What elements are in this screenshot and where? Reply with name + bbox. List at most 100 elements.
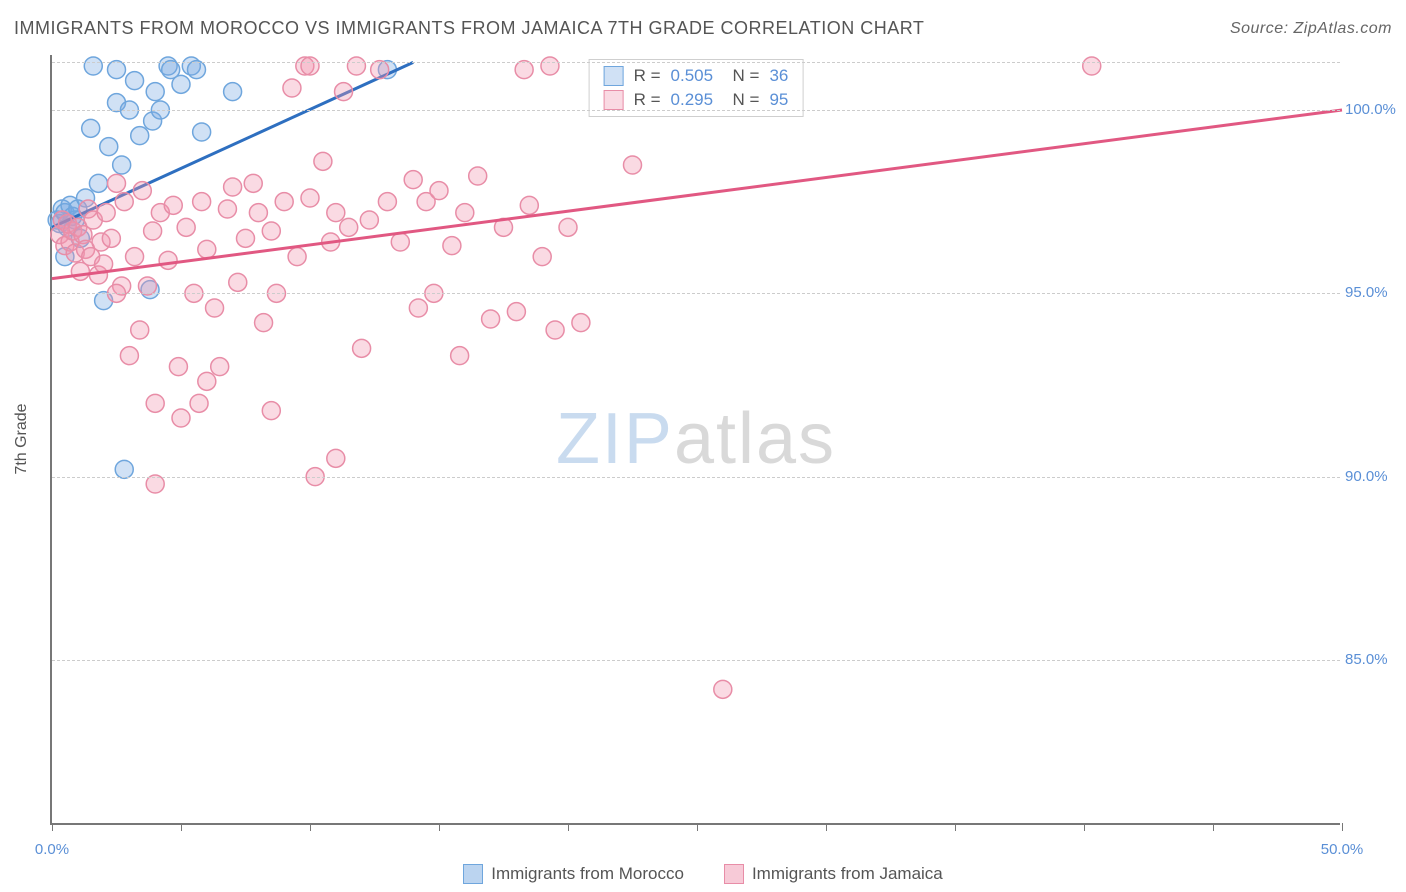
scatter-point (430, 182, 448, 200)
scatter-point (371, 61, 389, 79)
gridline (52, 293, 1340, 294)
scatter-point (198, 372, 216, 390)
scatter-point (314, 152, 332, 170)
scatter-point (159, 251, 177, 269)
x-tick (697, 823, 698, 831)
scatter-point (133, 182, 151, 200)
plot-svg (52, 55, 1340, 823)
y-tick-label: 95.0% (1345, 284, 1400, 301)
bottom-swatch-morocco (463, 864, 483, 884)
scatter-point (108, 61, 126, 79)
scatter-point (237, 229, 255, 247)
scatter-point (126, 248, 144, 266)
x-tick (1084, 823, 1085, 831)
legend-r-label: R = (634, 66, 661, 86)
legend-r-morocco: 0.505 (671, 66, 714, 86)
gridline (52, 660, 1340, 661)
scatter-point (262, 402, 280, 420)
scatter-point (340, 218, 358, 236)
title-bar: IMMIGRANTS FROM MOROCCO VS IMMIGRANTS FR… (14, 18, 1392, 39)
scatter-point (193, 123, 211, 141)
bottom-label-morocco: Immigrants from Morocco (491, 864, 684, 884)
scatter-point (378, 193, 396, 211)
chart-title: IMMIGRANTS FROM MOROCCO VS IMMIGRANTS FR… (14, 18, 924, 39)
legend-swatch-morocco (604, 66, 624, 86)
legend-swatch-jamaica (604, 90, 624, 110)
scatter-point (164, 196, 182, 214)
x-tick (826, 823, 827, 831)
scatter-point (541, 57, 559, 75)
x-tick (439, 823, 440, 831)
scatter-point (482, 310, 500, 328)
plot-area: 7th Grade ZIPatlas R = 0.505 N = 36 R = … (50, 55, 1340, 825)
scatter-point (335, 83, 353, 101)
scatter-point (283, 79, 301, 97)
legend-n-morocco: 36 (769, 66, 788, 86)
scatter-point (301, 189, 319, 207)
scatter-point (138, 277, 156, 295)
x-tick (955, 823, 956, 831)
scatter-point (108, 174, 126, 192)
scatter-point (126, 72, 144, 90)
scatter-point (100, 138, 118, 156)
scatter-point (443, 237, 461, 255)
scatter-point (469, 167, 487, 185)
gridline (52, 477, 1340, 478)
x-tick (568, 823, 569, 831)
scatter-point (193, 193, 211, 211)
scatter-point (172, 75, 190, 93)
scatter-point (169, 358, 187, 376)
scatter-point (198, 240, 216, 258)
scatter-point (172, 409, 190, 427)
y-axis-title: 7th Grade (13, 403, 31, 474)
correlation-legend: R = 0.505 N = 36 R = 0.295 N = 95 (589, 59, 804, 117)
gridline (52, 62, 1340, 63)
bottom-swatch-jamaica (724, 864, 744, 884)
scatter-point (456, 204, 474, 222)
bottom-legend-morocco: Immigrants from Morocco (463, 864, 684, 884)
x-tick (310, 823, 311, 831)
scatter-point (515, 61, 533, 79)
source-label: Source: ZipAtlas.com (1230, 20, 1392, 38)
scatter-point (572, 314, 590, 332)
scatter-point (391, 233, 409, 251)
scatter-point (115, 460, 133, 478)
scatter-point (187, 61, 205, 79)
legend-r-jamaica: 0.295 (671, 90, 714, 110)
legend-n-jamaica: 95 (769, 90, 788, 110)
legend-n-label: N = (723, 90, 759, 110)
scatter-point (177, 218, 195, 236)
x-tick-label: 0.0% (35, 841, 69, 858)
scatter-point (714, 680, 732, 698)
y-tick-label: 100.0% (1345, 101, 1400, 118)
x-tick-label: 50.0% (1321, 841, 1364, 858)
scatter-point (115, 193, 133, 211)
scatter-point (327, 449, 345, 467)
x-tick (181, 823, 182, 831)
scatter-point (275, 193, 293, 211)
scatter-point (533, 248, 551, 266)
scatter-point (82, 119, 100, 137)
legend-n-label: N = (723, 66, 759, 86)
scatter-point (262, 222, 280, 240)
scatter-point (120, 347, 138, 365)
trend-line (52, 110, 1342, 279)
gridline (52, 110, 1340, 111)
x-tick (1342, 823, 1343, 831)
y-tick-label: 85.0% (1345, 651, 1400, 668)
scatter-point (146, 475, 164, 493)
scatter-point (624, 156, 642, 174)
scatter-point (146, 83, 164, 101)
scatter-point (218, 200, 236, 218)
scatter-point (229, 273, 247, 291)
scatter-point (190, 394, 208, 412)
scatter-point (113, 156, 131, 174)
scatter-point (206, 299, 224, 317)
bottom-legend-jamaica: Immigrants from Jamaica (724, 864, 943, 884)
scatter-point (451, 347, 469, 365)
scatter-point (224, 83, 242, 101)
scatter-point (244, 174, 262, 192)
scatter-point (131, 321, 149, 339)
scatter-point (97, 204, 115, 222)
scatter-point (559, 218, 577, 236)
